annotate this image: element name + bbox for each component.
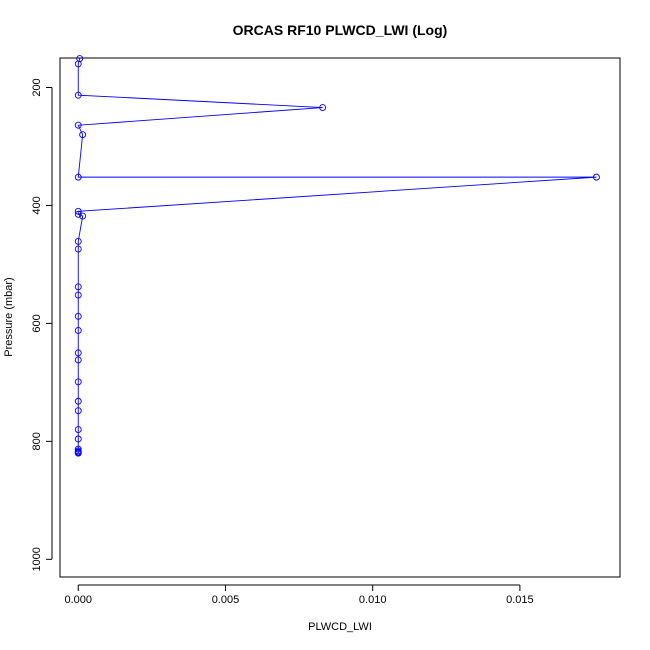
y-tick-label: 200 <box>31 78 43 96</box>
chart-title: ORCAS RF10 PLWCD_LWI (Log) <box>233 22 448 38</box>
data-point <box>74 283 82 291</box>
data-point <box>74 237 82 245</box>
data-point <box>74 327 82 334</box>
data-point <box>74 210 82 218</box>
data-point <box>74 407 82 415</box>
data-point <box>74 435 82 443</box>
y-axis: 200 400 600 800 1000 <box>31 78 53 572</box>
x-tick-label: 0.010 <box>359 594 387 606</box>
data-point <box>74 426 82 434</box>
data-point <box>74 245 82 253</box>
data-point <box>74 60 82 68</box>
plot-frame <box>59 57 621 578</box>
data-point <box>74 207 82 215</box>
data-point <box>74 356 82 364</box>
data-point <box>592 173 600 181</box>
x-axis: 0.000 0.005 0.010 0.015 <box>64 584 534 606</box>
data-point <box>74 173 82 181</box>
data-point <box>74 291 82 299</box>
data-point <box>74 449 82 457</box>
y-tick-label: 400 <box>31 196 43 214</box>
data-point <box>79 131 87 139</box>
data-point <box>74 349 82 357</box>
y-tick-label: 600 <box>31 314 43 332</box>
data-point <box>79 212 87 220</box>
data-point <box>74 312 82 320</box>
x-tick-label: 0.015 <box>506 594 534 606</box>
data-point <box>74 397 82 405</box>
x-tick-label: 0.000 <box>64 594 92 606</box>
data-point <box>74 91 82 99</box>
data-series <box>74 55 600 457</box>
data-point <box>319 104 327 111</box>
y-axis-label: Pressure (mbar) <box>3 277 15 356</box>
x-axis-label: PLWCD_LWI <box>308 621 372 633</box>
data-point <box>74 121 82 129</box>
data-point <box>74 445 82 453</box>
y-tick-label: 1000 <box>31 547 43 571</box>
y-tick-label: 800 <box>31 432 43 450</box>
data-point <box>74 378 82 386</box>
x-tick-label: 0.005 <box>212 594 240 606</box>
